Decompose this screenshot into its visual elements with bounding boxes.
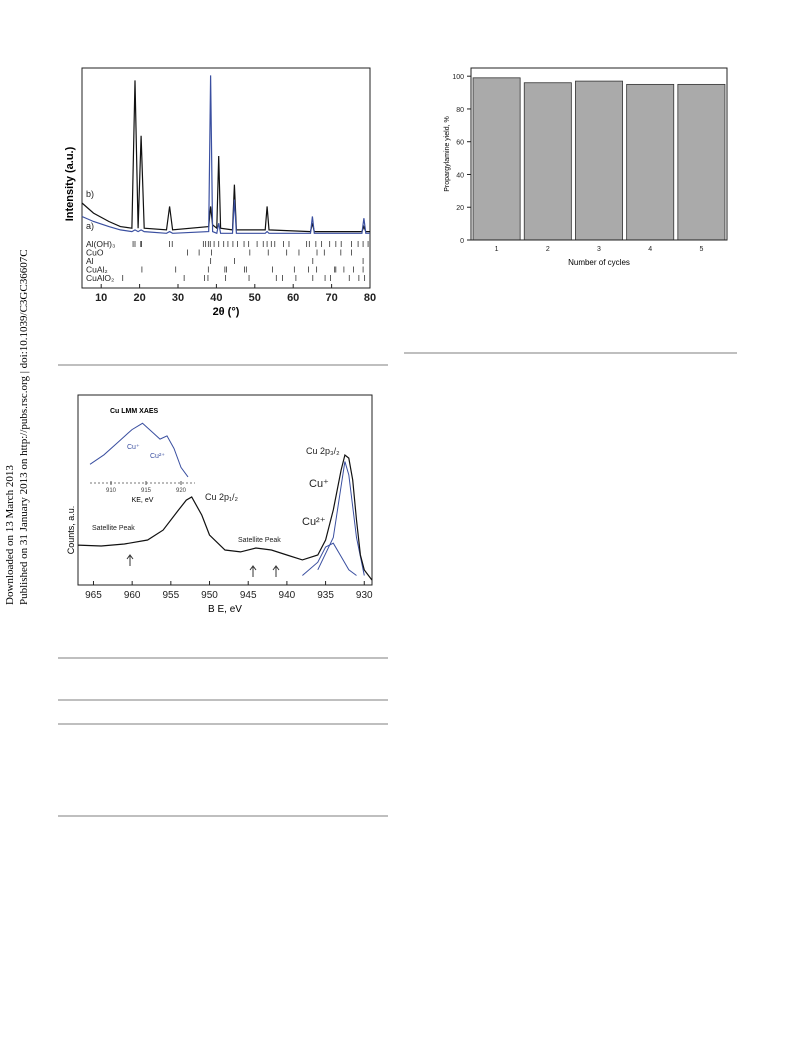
arrow-head bbox=[126, 554, 134, 560]
x-tick-label: 960 bbox=[124, 590, 141, 601]
phase-label: Al bbox=[86, 256, 94, 266]
annotation: Cu 2p₃/₂ bbox=[306, 446, 340, 456]
bar bbox=[677, 83, 726, 241]
bar bbox=[472, 77, 521, 241]
y-tick-label: 40 bbox=[456, 172, 464, 179]
x-axis-label: Number of cycles bbox=[568, 258, 630, 267]
y-tick-label: 20 bbox=[456, 205, 464, 212]
arrows bbox=[126, 554, 280, 577]
bar bbox=[523, 82, 572, 241]
x-tick-label: 945 bbox=[240, 590, 257, 601]
xrd-curve bbox=[81, 80, 370, 233]
y-axis-label: Propargylamine yield, % bbox=[444, 116, 451, 191]
annotation: Satellite Peak bbox=[92, 525, 135, 532]
x-tick-label: 955 bbox=[162, 590, 179, 601]
y-tick-label: 100 bbox=[452, 74, 464, 81]
series-label: a) bbox=[86, 221, 94, 231]
bar bbox=[575, 80, 623, 241]
y-tick-label: 0 bbox=[460, 238, 464, 245]
x-tick-label: 40 bbox=[210, 292, 222, 304]
phase-label: CuAlO₂ bbox=[86, 273, 114, 283]
plot-frame bbox=[470, 67, 728, 241]
inset-tick-label: 920 bbox=[176, 488, 187, 494]
x-tick-label: 30 bbox=[172, 292, 184, 304]
y-tick-label: 60 bbox=[456, 140, 464, 147]
publish-note: Published on 31 January 2013 on http://p… bbox=[18, 249, 30, 605]
y-axis-label: Counts, a.u. bbox=[66, 506, 76, 555]
annotation: Cu 2p₁/₂ bbox=[205, 492, 239, 502]
annotation: Cu²⁺ bbox=[302, 516, 326, 528]
inset-label: Cu²⁺ bbox=[150, 453, 165, 460]
x-tick-label: 70 bbox=[325, 292, 337, 304]
x-tick-label: 10 bbox=[95, 292, 107, 304]
arrow-head bbox=[272, 565, 280, 571]
x-tick-label: 4 bbox=[648, 246, 652, 253]
x-tick-label: 20 bbox=[133, 292, 145, 304]
x-tick-label: 3 bbox=[597, 246, 601, 253]
inset-label: Cu⁺ bbox=[127, 444, 140, 451]
x-tick-label: 940 bbox=[279, 590, 296, 601]
x-axis-label: 2θ (°) bbox=[213, 306, 240, 318]
inset-title: Cu LMM XAES bbox=[110, 408, 159, 415]
xrd-curve bbox=[81, 75, 370, 235]
phase-label: CuO bbox=[86, 248, 104, 258]
x-axis-label: B E, eV bbox=[208, 604, 242, 615]
x-tick-label: 965 bbox=[85, 590, 102, 601]
plot-frame bbox=[77, 394, 373, 586]
bar bbox=[626, 83, 675, 241]
phase-label: Al(OH)₃ bbox=[86, 239, 115, 249]
annotation: Cu⁺ bbox=[309, 478, 329, 490]
x-tick-label: 60 bbox=[287, 292, 299, 304]
inset-x-label: KE, eV bbox=[132, 497, 154, 504]
inset-curve bbox=[89, 422, 189, 478]
x-tick-label: 930 bbox=[356, 590, 373, 601]
x-tick-label: 935 bbox=[317, 590, 334, 601]
fit-curve bbox=[317, 461, 365, 576]
xps-curve bbox=[77, 453, 373, 581]
series-label: b) bbox=[86, 189, 94, 199]
y-axis-label: Intensity (a.u.) bbox=[64, 146, 76, 221]
inset-tick-label: 910 bbox=[106, 488, 117, 494]
fit-curve bbox=[302, 542, 357, 576]
x-tick-label: 50 bbox=[249, 292, 261, 304]
phase-label: CuAl₂ bbox=[86, 265, 108, 275]
x-tick-label: 1 bbox=[495, 246, 499, 253]
inset-tick-label: 915 bbox=[141, 488, 152, 494]
plot-frame bbox=[81, 67, 371, 289]
annotation: Satellite Peak bbox=[238, 537, 281, 544]
y-tick-label: 80 bbox=[456, 107, 464, 114]
download-note: Downloaded on 13 March 2013 bbox=[4, 465, 16, 605]
x-tick-label: 5 bbox=[699, 246, 703, 253]
x-tick-label: 80 bbox=[364, 292, 376, 304]
rules bbox=[58, 352, 737, 817]
arrow-head bbox=[249, 565, 257, 571]
x-tick-label: 950 bbox=[201, 590, 218, 601]
x-tick-label: 2 bbox=[546, 246, 550, 253]
